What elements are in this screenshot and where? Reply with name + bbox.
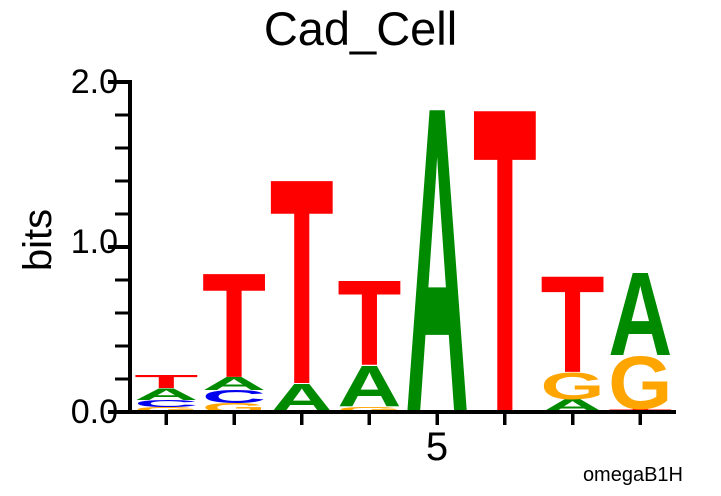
logo-letter-pos4-A: A [337, 354, 401, 420]
chart-title: Cad_Cell [263, 2, 458, 55]
logo-letter-pos4-T: T [337, 254, 401, 390]
attribution-label: omegaB1H [582, 464, 683, 486]
logo-stack-pos-3: AT [270, 118, 334, 445]
logo-letter-pos8-A: A [608, 249, 672, 381]
axes [108, 80, 677, 425]
logo-letter-pos7-T: T [541, 246, 605, 401]
logo-letter-pos1-A: A [134, 385, 198, 404]
logo-letter-pos1-T: T [134, 371, 199, 391]
logo-letter-pos2-A: A [202, 373, 266, 393]
logo-letter-pos7-G: G [541, 365, 605, 407]
y-tick-label-0.0: 0.0 [70, 393, 118, 431]
logo-letter-pos1-C: C [134, 398, 198, 409]
y-tick-label-1.0: 1.0 [70, 223, 118, 261]
logo-letter-pos2-T: T [202, 243, 266, 409]
logo-letter-pos4-G: G [337, 405, 401, 413]
logo-stack-pos-4: GAT [337, 254, 401, 420]
logo-letter-pos1-G: G [134, 406, 198, 414]
logo-stack-pos-7: AGT [541, 246, 605, 416]
x-tick-label-5: 5 [425, 425, 449, 469]
logo-stacks: GCATGCATATGATATAGTTGA [134, 16, 673, 496]
logo-letter-pos3-T: T [270, 118, 334, 445]
logo-letter-pos2-C: C [202, 386, 266, 406]
y-tick-label-2.0: 2.0 [70, 63, 118, 101]
logo-stack-pos-8: TGA [608, 249, 673, 425]
